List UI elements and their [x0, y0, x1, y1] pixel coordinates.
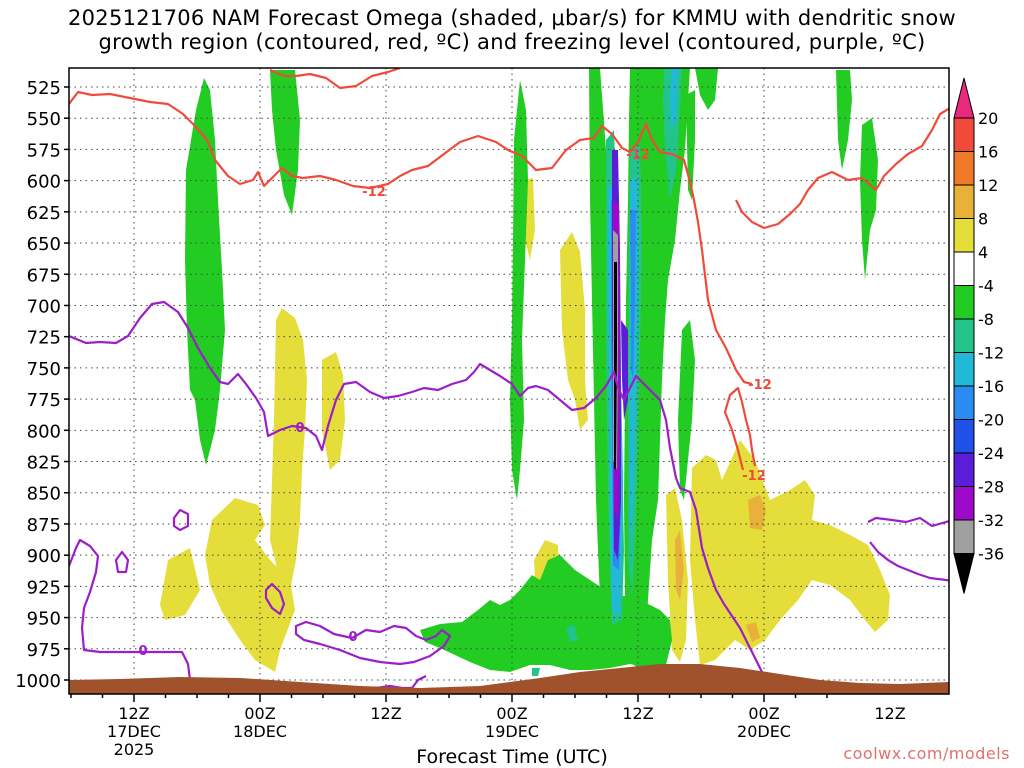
freezing-contour-lower2: [375, 675, 427, 690]
x-tick-label: 2025: [114, 740, 155, 759]
x-tick-label: 20DEC: [737, 722, 791, 741]
x-tick-label: 00Z: [496, 704, 527, 723]
snow-contour-label-2: -12: [626, 148, 650, 163]
colorbar-swatch: [953, 352, 975, 387]
freezing-contour-loop2: [114, 550, 130, 574]
freezing-level-contours: [69, 300, 949, 690]
colorbar: 20 16 12 8 4 -4 -8 -12 -16 -20 -24 -28 -32 -36: [953, 77, 1004, 594]
omega-shading-yellow: [160, 178, 890, 672]
colorbar-label: -36: [978, 545, 1004, 564]
x-tick-label: 00Z: [748, 704, 779, 723]
colorbar-label: -20: [978, 411, 1004, 430]
colorbar-label: -32: [978, 511, 1004, 530]
y-tick-label: 525: [27, 78, 61, 99]
freezing-contour-label-2: 0: [348, 630, 357, 645]
omega-shading-black: [614, 262, 617, 470]
x-tick-label: 12Z: [118, 704, 149, 723]
x-tick-label: 17DEC: [107, 722, 161, 741]
colorbar-swatch: [953, 519, 975, 554]
colorbar-label: -12: [978, 344, 1004, 363]
colorbar-top-arrow: [953, 77, 975, 119]
y-tick-label: 650: [27, 234, 61, 255]
y-tick-label: 825: [27, 453, 61, 474]
chart-title: 2025121706 NAM Forecast Omega (shaded, μ…: [0, 6, 1024, 54]
colorbar-label: 12: [978, 176, 998, 195]
y-tick-label: 675: [27, 265, 61, 286]
terrain-fill: [69, 664, 949, 694]
snow-growth-contour-top: [269, 68, 401, 90]
freezing-contour-lower: [294, 620, 452, 666]
colorbar-swatch: [953, 218, 975, 253]
freezing-contour-loop1: [172, 508, 190, 532]
y-tick-label: 625: [27, 203, 61, 224]
chart-title-line1: 2025121706 NAM Forecast Omega (shaded, μ…: [67, 6, 957, 30]
freezing-contour-label-1: 0: [295, 421, 304, 436]
plot-area: [69, 68, 949, 694]
freezing-contour-label-3: 0: [138, 644, 147, 659]
snow-growth-contour-upper: [69, 90, 753, 386]
x-tick-label: 19DEC: [485, 722, 539, 741]
colorbar-swatch: [953, 419, 975, 454]
y-tick-label: 875: [27, 515, 61, 536]
colorbar-label: -16: [978, 377, 1004, 396]
chart-title-line2: growth region (contoured, red, ºC) and f…: [98, 30, 926, 54]
colorbar-label: -28: [978, 478, 1004, 497]
colorbar-label: 4: [978, 243, 988, 262]
colorbar-swatch: [953, 452, 975, 487]
y-tick-label: 900: [27, 546, 61, 567]
colorbar-label: -4: [978, 277, 994, 296]
y-tick-label: 600: [27, 172, 61, 193]
snow-growth-contours: [69, 68, 949, 471]
freezing-contour-right: [867, 516, 949, 528]
colorbar-label: -8: [978, 310, 994, 329]
colorbar-swatch: [953, 486, 975, 521]
y-tick-label: 775: [27, 390, 61, 411]
snow-growth-contour-right: [735, 107, 949, 230]
y-tick-label: 700: [27, 296, 61, 317]
freezing-contour-left: [69, 538, 192, 681]
colorbar-swatch: [953, 385, 975, 420]
snow-contour-label-1: -12: [362, 185, 386, 200]
plot-frame: [68, 67, 950, 695]
x-tick-label: 12Z: [370, 704, 401, 723]
colorbar-label: 20: [978, 109, 998, 128]
x-tick-label: 12Z: [622, 704, 653, 723]
credit-text: coolwx.com/models: [843, 744, 1010, 763]
x-tick-label: 18DEC: [233, 722, 287, 741]
snow-contour-label-4: -12: [742, 469, 766, 484]
colorbar-label: 16: [978, 143, 998, 162]
y-axis: 525 550 575 600 625 650 675 700 725 750 775 800 825 8…: [15, 78, 69, 692]
freezing-contour-loop3: [264, 582, 286, 616]
y-tick-label: 750: [27, 359, 61, 380]
y-tick-label: 850: [27, 484, 61, 505]
y-tick-label: 800: [27, 421, 61, 442]
colorbar-bottom-arrow: [953, 553, 975, 594]
y-tick-label: 950: [27, 609, 61, 630]
x-axis-label: Forecast Time (UTC): [416, 746, 608, 768]
y-tick-label: 975: [27, 640, 61, 661]
y-tick-label: 725: [27, 328, 61, 349]
y-tick-label: 550: [27, 109, 61, 130]
y-tick-label: 1000: [15, 671, 61, 692]
colorbar-label: 8: [978, 210, 988, 229]
contour-labels: -12 -12 -12 -12 0 0 0: [138, 148, 771, 659]
colorbar-swatch: [953, 251, 975, 286]
snow-growth-contour-lower: [723, 386, 757, 471]
colorbar-swatch: [953, 318, 975, 353]
colorbar-swatch: [953, 117, 975, 152]
colorbar-swatch: [953, 285, 975, 320]
y-tick-label: 925: [27, 577, 61, 598]
freezing-contour-right-lower: [869, 541, 949, 582]
snow-contour-label-3: -12: [748, 378, 772, 393]
x-tick-label: 00Z: [244, 704, 275, 723]
omega-shading-orange: [675, 495, 766, 642]
freezing-contour-main: [69, 300, 763, 673]
colorbar-swatch: [953, 151, 975, 186]
x-tick-label: 12Z: [874, 704, 905, 723]
y-tick-label: 575: [27, 140, 61, 161]
colorbar-swatch: [953, 184, 975, 219]
colorbar-label: -24: [978, 444, 1004, 463]
